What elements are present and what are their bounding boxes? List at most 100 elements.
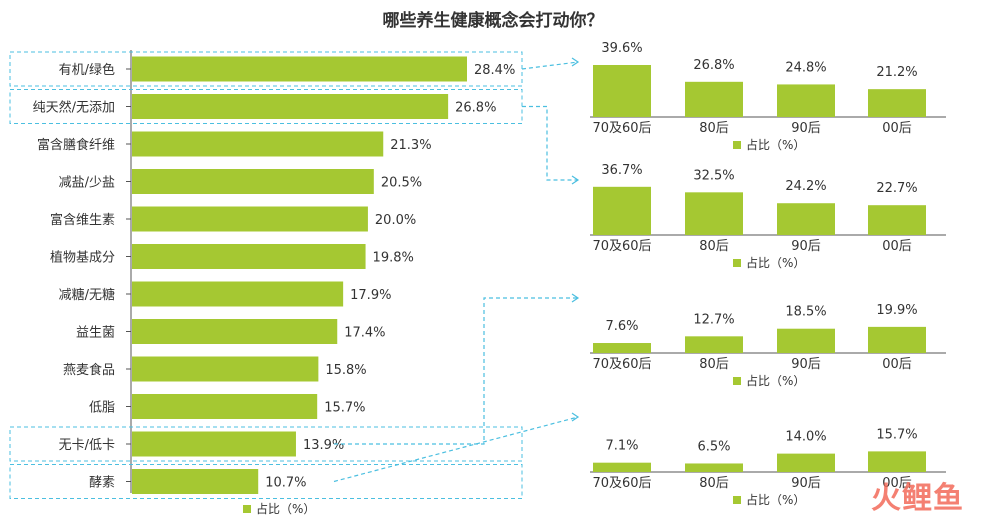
main-value-label: 20.5% [381,176,422,191]
age-value-label: 26.8% [693,58,734,73]
age-category-label: 80后 [699,121,729,136]
age-legend-label: 占比（%） [746,492,805,507]
main-category-label: 减盐/少盐 [59,176,115,191]
age-bar [685,192,743,235]
main-bar [132,356,319,382]
age-legend-swatch [733,377,741,385]
age-legend-label: 占比（%） [746,373,805,388]
main-category-label: 富含维生素 [50,212,115,228]
main-bar [132,56,467,82]
age-bar [593,343,651,353]
main-value-label: 15.7% [324,401,365,416]
main-category-label: 酵素 [89,476,115,491]
main-bar [132,469,259,494]
main-bar [132,206,368,232]
main-legend-label: 占比（%） [256,501,315,516]
main-value-label: 20.0% [375,213,416,228]
age-value-label: 18.5% [785,305,826,320]
age-category-label: 70及60后 [592,121,651,136]
main-value-label: 10.7% [265,476,306,491]
main-category-label: 减糖/无糖 [59,287,115,303]
main-value-label: 19.8% [373,251,414,266]
age-value-label: 19.9% [876,303,917,318]
age-legend-swatch [733,496,741,504]
age-value-label: 7.1% [605,439,638,454]
main-bar [132,281,344,307]
age-legend-swatch [733,259,741,267]
age-category-label: 00后 [882,357,912,372]
main-value-label: 21.3% [390,138,431,153]
age-group-charts: 39.6%70及60后26.8%80后24.8%90后21.2%00后占比（%）… [590,41,946,507]
age-bar [685,336,743,353]
main-bar [132,244,366,269]
main-bar [132,131,384,157]
age-value-label: 12.7% [693,312,734,327]
connector-arrows [333,57,580,483]
age-bar [593,462,651,472]
main-category-label: 植物基成分 [50,251,115,266]
age-category-label: 00后 [882,239,912,254]
age-value-label: 15.7% [876,427,917,442]
age-value-label: 6.5% [697,439,730,454]
age-value-label: 14.0% [785,430,826,445]
age-category-label: 00后 [882,121,912,136]
main-value-label: 13.9% [303,438,344,453]
connector-line [521,61,579,70]
age-bar [593,65,651,117]
age-value-label: 21.2% [876,65,917,80]
main-value-label: 17.9% [350,288,391,303]
age-category-label: 90后 [791,121,821,136]
age-bar [777,328,835,353]
age-category-label: 80后 [699,239,729,254]
main-category-label: 无卡/低卡 [59,438,115,453]
highlight-box [9,464,523,499]
age-bar [868,205,926,235]
age-category-label: 80后 [699,357,729,372]
main-bar [132,431,296,457]
age-value-label: 36.7% [601,163,642,178]
age-legend-swatch [733,141,741,149]
main-category-label: 燕麦食品 [63,362,115,378]
connector-line [333,416,579,483]
main-value-label: 17.4% [344,326,385,341]
age-value-label: 24.8% [785,60,826,75]
connector-line [522,105,578,181]
main-legend-swatch [243,505,251,513]
chart-title: 哪些养生健康概念会打动你？ [382,11,604,31]
age-category-label: 70及60后 [592,357,651,372]
age-value-label: 24.2% [785,179,826,194]
age-value-label: 32.5% [693,168,734,183]
main-category-label: 益生菌 [76,326,115,341]
age-category-label: 70及60后 [592,239,651,254]
main-value-label: 15.8% [325,363,366,378]
main-bar [132,319,338,344]
age-bar [868,89,926,117]
age-legend-label: 占比（%） [746,137,805,152]
main-category-label: 富含膳食纤维 [37,137,115,153]
age-bar [868,326,926,353]
watermark-logo: 火鲤鱼 [871,481,964,516]
age-bar [868,451,926,472]
age-bar [777,84,835,117]
main-bar [132,94,449,119]
age-category-label: 90后 [791,239,821,254]
age-category-label: 80后 [699,476,729,491]
main-bar-chart: 有机/绿色 28.4% 纯天然/无添加 26.8% 富含膳食纤维 21.3% 减盐/少盐 20… [9,50,523,516]
age-value-label: 22.7% [876,181,917,196]
age-category-label: 00后 [882,476,912,491]
age-category-label: 90后 [791,357,821,372]
age-bar [685,463,743,472]
age-bar [777,453,835,472]
age-bar [685,81,743,117]
main-bar [132,394,318,419]
connector-line [334,297,578,445]
age-category-label: 90后 [791,476,821,491]
age-bar [593,186,651,235]
main-category-label: 纯天然/无添加 [33,100,115,116]
connector-arrowhead [571,412,580,422]
age-value-label: 39.6% [601,41,642,56]
